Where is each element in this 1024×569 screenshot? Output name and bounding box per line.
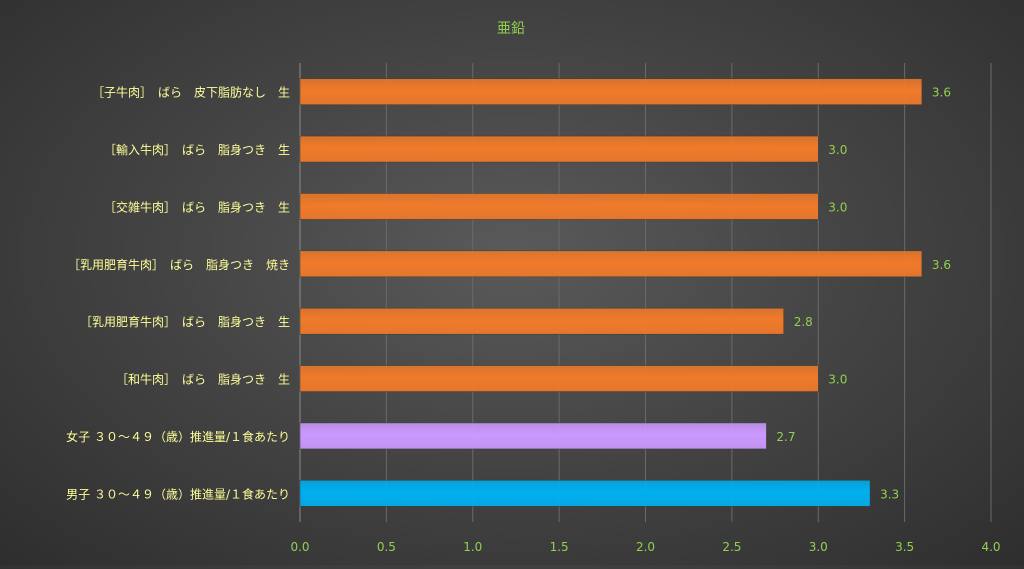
bar <box>299 307 784 335</box>
x-tick-label: 0.0 <box>290 540 309 554</box>
x-tick-label: 2.0 <box>636 540 655 554</box>
x-tick-label: 4.0 <box>981 540 1000 554</box>
bar <box>299 365 819 392</box>
data-label: 3.6 <box>932 86 951 100</box>
bar <box>299 480 871 507</box>
bar <box>299 422 767 450</box>
bar <box>299 250 923 278</box>
x-tick-label: 3.0 <box>809 540 828 554</box>
bar <box>299 193 819 220</box>
data-label: 3.0 <box>828 200 847 214</box>
bar <box>299 135 819 163</box>
data-label: 3.0 <box>828 373 847 387</box>
category-label: ［輸入牛肉］ ばら 脂身つき 生 <box>104 142 290 157</box>
category-label: 男子 ３０～４９（歳）推進量/１食あたり <box>66 486 290 501</box>
x-tick-label: 2.5 <box>722 540 741 554</box>
data-label: 3.6 <box>932 258 951 272</box>
category-label: ［和牛肉］ ばら 脂身つき 生 <box>116 372 290 387</box>
gridlines <box>299 63 992 522</box>
labels: 0.0 0.5 1.0 1.5 2.0 2.5 3.0 3.5 4.0 ［子牛肉］ ばら 皮下脂肪… <box>66 85 1000 554</box>
category-label: ［交雑牛肉］ ばら 脂身つき 生 <box>104 199 290 214</box>
category-label: ［乳用肥育牛肉］ ばら 脂身つき 生 <box>80 314 290 329</box>
data-label: 2.8 <box>794 315 813 329</box>
data-label: 2.7 <box>776 430 795 444</box>
data-label: 3.3 <box>880 487 899 501</box>
category-label: ［乳用肥育牛肉］ ばら 脂身つき 焼き <box>68 257 290 272</box>
bars <box>299 78 923 507</box>
data-label: 3.0 <box>828 143 847 157</box>
x-tick-label: 3.5 <box>895 540 914 554</box>
x-tick-label: 1.5 <box>550 540 569 554</box>
x-tick-label: 1.0 <box>463 540 482 554</box>
bar <box>299 78 923 105</box>
category-label: ［子牛肉］ ばら 皮下脂肪なし 生 <box>92 85 290 100</box>
category-label: 女子 ３０～４９（歳）推進量/１食あたり <box>66 429 290 444</box>
chart-title: 亜鉛 <box>497 21 525 37</box>
x-tick-label: 0.5 <box>377 540 396 554</box>
